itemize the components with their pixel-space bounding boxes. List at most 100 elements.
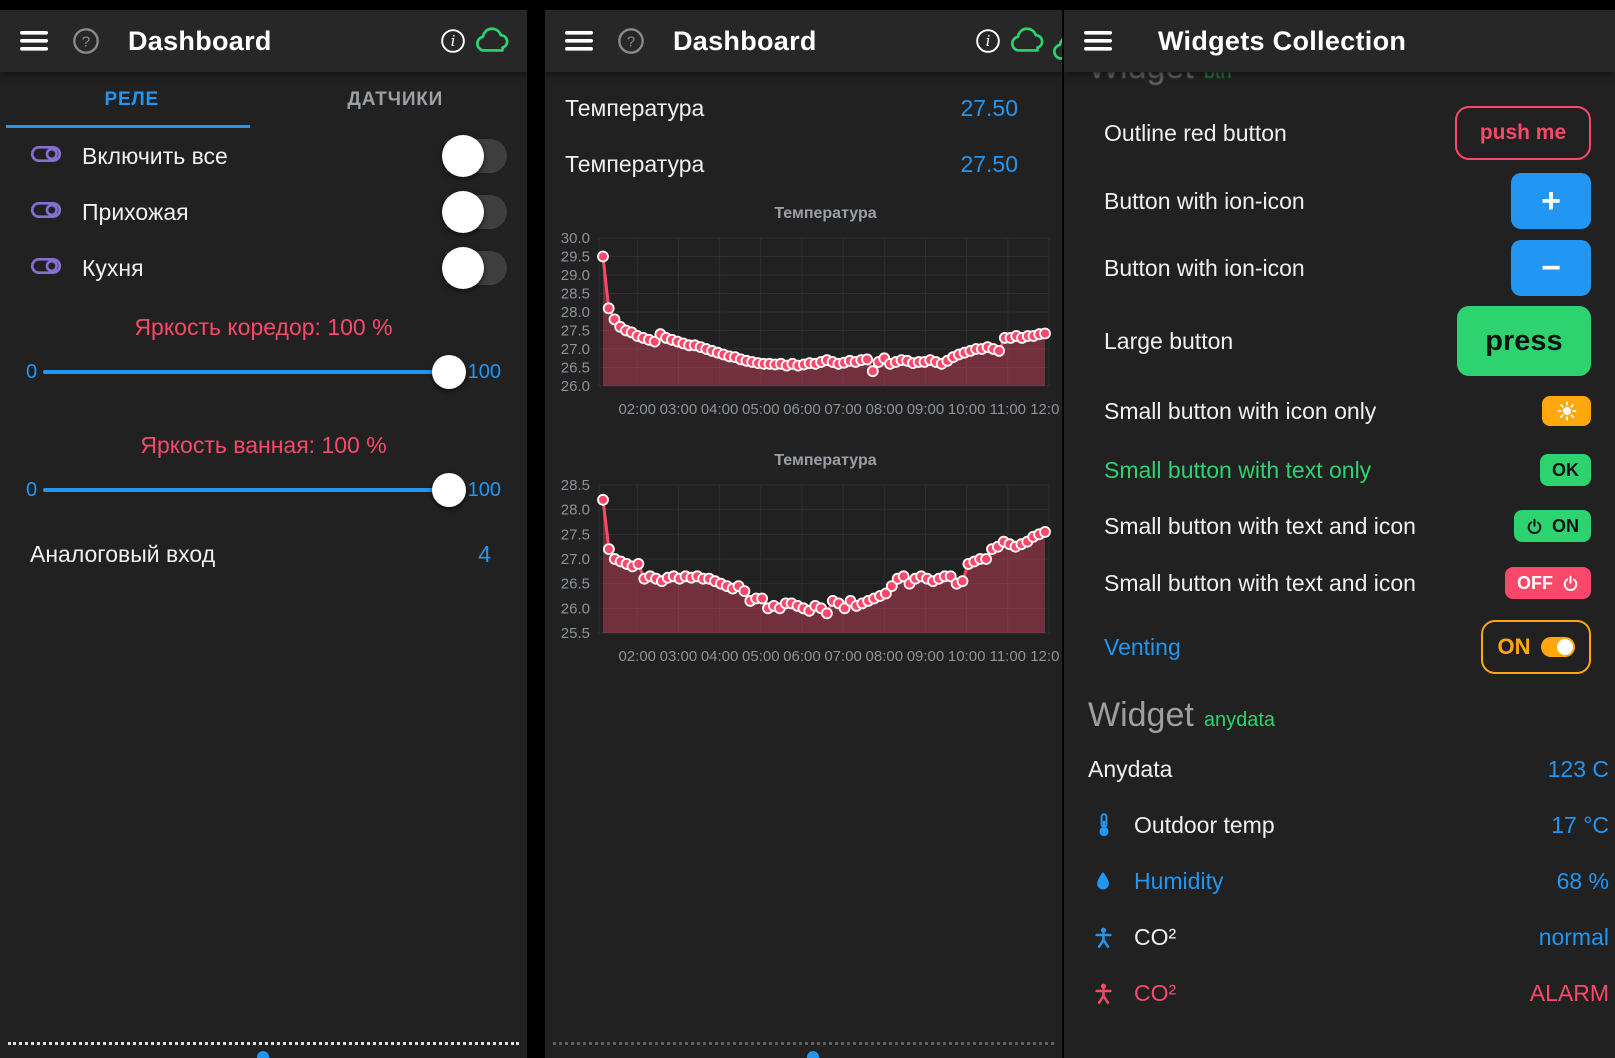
svg-text:?: ? [82,33,90,50]
svg-text:26.5: 26.5 [561,360,590,377]
switch-knob[interactable] [442,135,484,177]
brightness-slider-corridor[interactable] [43,350,467,394]
toggle-outline-icon [30,254,62,283]
widget-label: Venting [1104,633,1181,660]
value-row-humidity: Humidity 68 % [1064,853,1615,909]
minus-button[interactable]: − [1511,240,1591,296]
svg-text:02:00: 02:00 [618,401,656,418]
slider-row-corridor: 0 100 [0,344,527,404]
tab-relays[interactable]: РЕЛЕ [0,72,264,128]
svg-text:04:00: 04:00 [701,401,739,418]
svg-text:10:00: 10:00 [948,401,986,418]
svg-text:09:00: 09:00 [907,401,945,418]
widget-row-venting: Venting ON [1080,612,1591,682]
svg-text:27.0: 27.0 [561,551,590,568]
switch-knob[interactable] [442,247,484,289]
help-icon[interactable]: ? [66,21,106,61]
switch-row-kitchen: Кухня [0,240,527,296]
widget-label: Outline red button [1104,119,1287,146]
svg-text:27.5: 27.5 [561,323,590,340]
slider-min: 0 [26,478,38,501]
info-icon[interactable]: i [968,21,1008,61]
push-me-button[interactable]: push me [1455,106,1591,160]
venting-toggle-button[interactable]: ON [1481,620,1591,674]
toggle-on-icon [1540,637,1575,657]
svg-text:i: i [451,32,456,50]
toggle-switch-kitchen[interactable] [442,247,507,289]
svg-text:07:00: 07:00 [824,401,862,418]
active-tab-indicator [6,125,250,128]
svg-text:06:00: 06:00 [783,648,821,665]
value: 17 °C [1551,811,1609,838]
slider-max: 100 [467,360,501,383]
widget-list: Outline red button push me Button with i… [1064,92,1615,682]
svg-text:02:00: 02:00 [618,648,656,665]
svg-text:29.5: 29.5 [561,249,590,266]
slider-knob[interactable] [432,355,467,389]
svg-text:26.0: 26.0 [561,600,590,617]
toggle-switch-all[interactable] [442,135,507,177]
plus-icon: + [1541,182,1561,220]
switch-knob[interactable] [442,191,484,233]
value: ALARM [1529,979,1609,1006]
menu-icon[interactable] [559,21,599,61]
menu-icon[interactable] [14,21,54,61]
svg-text:11:00: 11:00 [990,401,1026,418]
info-icon[interactable]: i [433,21,473,61]
svg-text:?: ? [627,33,635,50]
toggle-switch-hallway[interactable] [442,191,507,233]
switch-row-all: Включить все [0,128,527,184]
value: 123 C [1547,755,1609,782]
brightness-slider-bathroom[interactable] [43,468,467,512]
tab-bar: РЕЛЕ ДАТЧИКИ [0,72,527,128]
temperature-label: Температура [565,94,705,121]
toggle-outline-icon [30,198,62,227]
slider-track[interactable] [43,370,462,374]
temperature-chart-2: 25.5 26.0 26.5 27.0 27.5 28.0 28.5 02:00 03:00 04… [545,475,1062,678]
middle-dashboard-panel: ? Dashboard i Температура 27.50 Температ… [545,10,1062,1058]
button-label: ON [1552,515,1579,536]
power-icon [1563,575,1578,591]
svg-text:08:00: 08:00 [866,648,904,665]
svg-text:10:00: 10:00 [948,648,986,665]
ok-button[interactable]: OK [1540,454,1591,486]
slider-track[interactable] [43,488,462,492]
slider-label-corridor: Яркость коредор: 100 % [134,314,393,340]
chart-title: Температура [774,452,877,469]
temperature-row: Температура 27.50 [545,136,1062,192]
temperature-row: Температура 27.50 [545,80,1062,136]
menu-icon[interactable] [1078,21,1118,61]
svg-text:03:00: 03:00 [660,648,698,665]
press-button[interactable]: press [1457,306,1591,376]
tab-relays-label: РЕЛЕ [104,89,160,110]
tab-sensors-label: ДАТЧИКИ [347,89,444,110]
clipped-icon-fragment [257,1051,269,1058]
help-icon[interactable]: ? [611,21,651,61]
page-title: Widgets Collection [1158,25,1407,56]
clipped-cloud-icon [1050,34,1062,69]
widget-label: Large button [1104,327,1234,354]
middle-appbar: ? Dashboard i [545,10,1062,72]
temperature-chart-1: 26.0 26.5 27.0 27.5 28.0 28.5 29.0 29.5 30.0 02:0… [545,228,1062,431]
line-chart: 26.026.5 27.027.5 28.028.5 29.029.5 30.0 02:0… [561,230,1062,418]
svg-text:05:00: 05:00 [742,648,780,665]
widget-row-large-button: Large button press [1080,302,1591,380]
cloud-status-icon[interactable] [1008,21,1048,61]
tab-sensors[interactable]: ДАТЧИКИ [264,72,528,128]
widget-label: Small button with text only [1104,456,1372,483]
slider-knob[interactable] [432,473,467,507]
widget-label: Button with ion-icon [1104,254,1305,281]
page-title: Dashboard [128,25,272,56]
on-button[interactable]: ON [1514,510,1591,542]
off-button[interactable]: OFF [1505,567,1591,599]
plus-button[interactable]: + [1511,173,1591,229]
sun-button[interactable] [1542,396,1591,426]
value-row-anydata: Anydata 123 C [1064,741,1615,797]
cloud-status-icon[interactable] [473,21,513,61]
widget-row-on-button: Small button with text and icon ON [1080,498,1591,554]
button-label: OFF [1517,572,1553,593]
section-heading-anydata: Widget anydata [1064,682,1615,741]
value-row-co2-normal: CO² normal [1064,909,1615,965]
svg-text:05:00: 05:00 [742,401,780,418]
